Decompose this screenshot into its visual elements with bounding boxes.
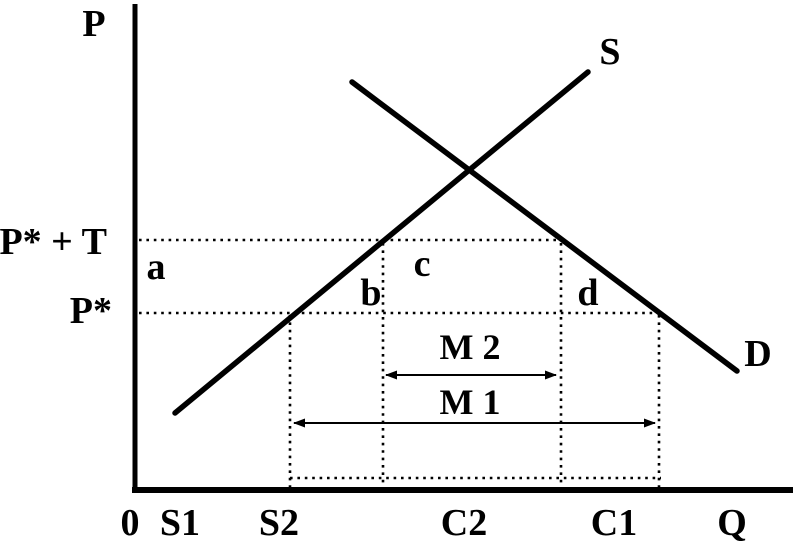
y-axis-label: P [82, 3, 105, 45]
price-label-tariff: P* + T [0, 221, 107, 263]
area-label-c: c [414, 243, 431, 285]
quantity-label-c2: C2 [441, 502, 487, 543]
m2-label: M 2 [440, 327, 501, 367]
m1-label: M 1 [440, 382, 501, 422]
quantity-label-s1: S1 [160, 502, 200, 543]
quantity-label-s2: S2 [259, 502, 299, 543]
price-label-world: P* [70, 290, 112, 332]
demand-curve [349, 79, 740, 374]
area-label-a: a [147, 246, 166, 288]
quantity-label-c1: C1 [591, 502, 637, 543]
supply-curve-label: S [599, 31, 620, 73]
demand-curve-label: D [744, 333, 771, 375]
x-axis-label: Q [717, 502, 747, 543]
area-label-b: b [360, 272, 381, 314]
area-label-d: d [577, 272, 598, 314]
supply-curve [172, 69, 591, 416]
origin-label: 0 [121, 502, 140, 543]
